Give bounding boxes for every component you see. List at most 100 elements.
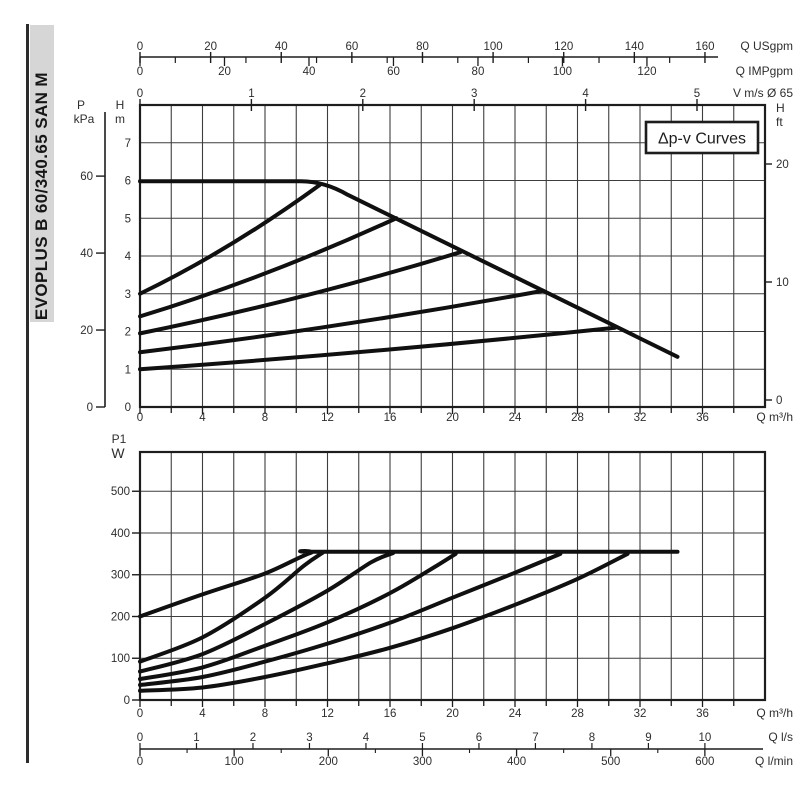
lower-chart-grid	[140, 452, 765, 700]
axis-unit-label: Q IMPgpm	[736, 64, 793, 78]
tick-label: 4	[125, 251, 132, 263]
upper-axis-m3h: 0 4 8 12 16 20 24 28 32 36 Q m³/h	[137, 407, 793, 424]
tick-label: 120	[637, 66, 656, 78]
tick-label: 0	[137, 88, 143, 100]
axis-unit-label: Q m³/h	[756, 410, 793, 424]
tick-label: 1	[193, 732, 199, 744]
axis-unit-label: H	[776, 101, 785, 115]
tick-label: 0	[137, 66, 143, 78]
tick-label: 20	[218, 66, 231, 78]
tick-label: 40	[80, 248, 93, 260]
tick-label: 20	[80, 325, 93, 337]
tick-label: 5	[125, 213, 131, 225]
tick-label: 28	[571, 708, 584, 720]
tick-label: 100	[111, 653, 130, 665]
dpv-curve-1	[138, 183, 322, 296]
lower-chart-curves	[138, 549, 680, 693]
upper-axis-v-ms: 0 1 2 3 4 5 V m/s Ø 65	[137, 86, 793, 111]
tick-label: 60	[80, 171, 93, 183]
tick-label: 32	[634, 708, 647, 720]
upper-chart-curves	[138, 179, 680, 372]
upper-axis-impgpm: 0 20 40 60 80 100 120 Q IMPgpm	[137, 57, 793, 78]
tick-label: 10	[776, 277, 789, 289]
tick-label: 20	[204, 41, 217, 53]
tick-label: 400	[507, 756, 526, 768]
model-strip: EVOPLUS B 60/340.65 SAN M	[30, 25, 54, 322]
tick-label: 7	[125, 138, 131, 150]
tick-label: 3	[125, 289, 131, 301]
tick-label: 8	[262, 412, 268, 424]
tick-label: 40	[303, 66, 316, 78]
tick-label: 6	[476, 732, 482, 744]
lower-axis-lmin: 0 100 200 300 400 500 600 Q l/min	[137, 748, 793, 768]
lower-axis-m3h: 0 4 8 12 16 20 24 28 32 36 Q m³/h	[137, 700, 793, 720]
axis-unit-label: Q USgpm	[740, 39, 793, 53]
tick-label: 0	[124, 695, 130, 707]
tick-label: 4	[363, 732, 370, 744]
tick-label: 1	[248, 88, 254, 100]
tick-label: 60	[345, 41, 358, 53]
tick-label: 100	[484, 41, 503, 53]
tick-label: 28	[571, 412, 584, 424]
dpv-curve-2	[138, 216, 399, 319]
tick-label: 36	[696, 412, 709, 424]
tick-label: 0	[137, 708, 143, 720]
dpv-curves-title: Δp-v Curves	[644, 120, 760, 155]
tick-label: 100	[225, 756, 244, 768]
tick-label: 80	[472, 66, 485, 78]
tick-label: 2	[250, 732, 256, 744]
left-rule-line	[26, 24, 29, 763]
axis-unit-label: Q m³/h	[756, 706, 793, 720]
tick-label: 8	[262, 708, 268, 720]
tick-label: 140	[625, 41, 644, 53]
tick-label: 24	[509, 412, 522, 424]
axis-unit-label: kPa	[74, 112, 95, 126]
dpv-curve-5	[138, 325, 617, 372]
axis-unit-label: ft	[776, 115, 783, 129]
tick-label: 12	[321, 412, 334, 424]
tick-label: 20	[446, 708, 459, 720]
lower-axis-p1-w: 0 100 200 300 400 500 P1W	[111, 432, 140, 707]
tick-label: 1	[125, 364, 131, 376]
tick-label: 0	[137, 41, 143, 53]
tick-label: 16	[384, 708, 397, 720]
max-speed-curve	[138, 179, 680, 359]
tick-label: 120	[554, 41, 573, 53]
axis-unit-label: Q l/s	[768, 730, 793, 744]
upper-chart-grid	[140, 105, 765, 407]
tick-label: 6	[125, 176, 131, 188]
dpv-curve-4	[138, 288, 546, 355]
tick-label: 100	[553, 66, 572, 78]
tick-label: 12	[321, 708, 334, 720]
axis-unit-label: m	[115, 112, 125, 126]
lower-axis-ls: 0 1 2 3 4 5 6 7 8 9 10 Q l/s	[137, 730, 793, 749]
tick-label: 20	[446, 412, 459, 424]
tick-label: 200	[111, 611, 130, 623]
tick-label: 3	[306, 732, 312, 744]
axis-unit-label: V m/s Ø 65	[733, 86, 793, 100]
tick-label: 400	[111, 528, 130, 540]
tick-label: 60	[387, 66, 400, 78]
p1-dpv-2	[138, 551, 396, 674]
tick-label: 5	[419, 732, 425, 744]
tick-label: 0	[137, 412, 143, 424]
title-box	[644, 120, 760, 155]
tick-label: 4	[199, 708, 206, 720]
tick-label: 0	[137, 732, 143, 744]
axis-unit-label: W	[111, 445, 125, 461]
p1-dpv-1	[138, 550, 325, 664]
tick-label: 0	[87, 402, 93, 414]
tick-label: 2	[360, 88, 366, 100]
tick-label: 3	[471, 88, 477, 100]
axis-unit-label: P	[77, 98, 85, 112]
dpv-curve-3	[138, 250, 463, 336]
p1-dpv-4	[138, 551, 563, 687]
tick-label: 4	[199, 412, 206, 424]
p1-dpv-5	[138, 551, 630, 693]
tick-label: 300	[111, 570, 130, 582]
p1-dpv-3	[138, 551, 458, 682]
tick-label: 36	[696, 708, 709, 720]
